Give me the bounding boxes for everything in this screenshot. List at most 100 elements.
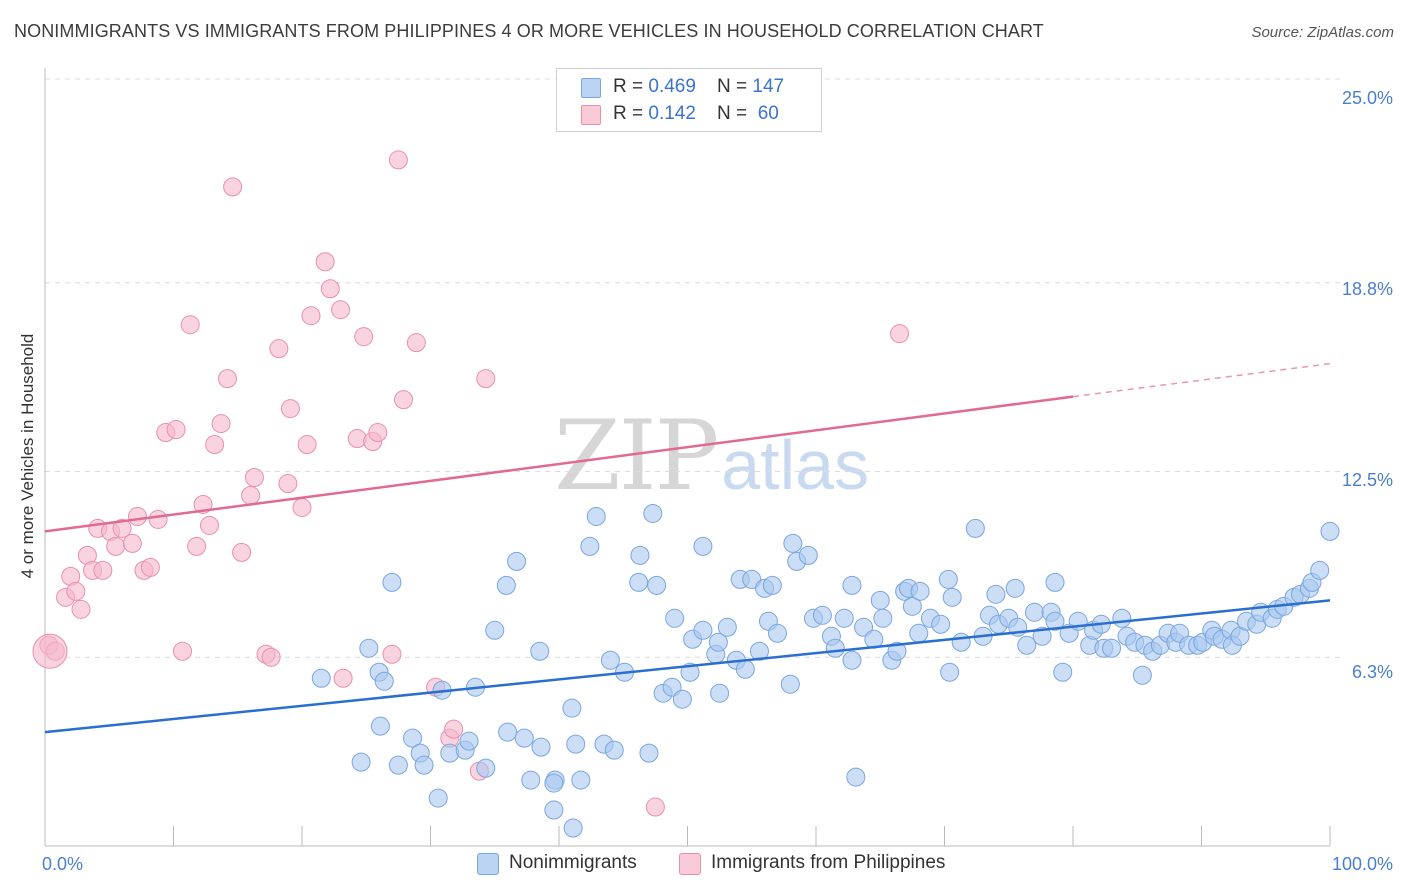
data-point-nonimmigrants (580, 536, 600, 556)
data-point-nonimmigrants (459, 731, 479, 751)
data-point-immigrants (331, 300, 351, 320)
series-nonimmigrants-points (311, 503, 1340, 838)
data-point-nonimmigrants (440, 743, 460, 763)
data-point-nonimmigrants (942, 587, 962, 607)
data-point-nonimmigrants (1320, 521, 1340, 541)
data-point-immigrants (645, 797, 665, 817)
data-point-nonimmigrants (951, 632, 971, 652)
data-point-nonimmigrants (563, 818, 583, 838)
data-point-immigrants (217, 369, 237, 389)
legend-r-label: R = (613, 103, 649, 124)
data-point-nonimmigrants (370, 716, 390, 736)
data-point-immigrants (148, 509, 168, 529)
bottom-legend-swatch-immigrants (679, 853, 701, 875)
data-point-immigrants (166, 420, 186, 440)
data-point-nonimmigrants (530, 641, 550, 661)
y-tick-label: 25.0% (1342, 88, 1393, 108)
legend-n-label: N = (717, 76, 753, 97)
data-point-nonimmigrants (887, 641, 907, 661)
data-point-nonimmigrants (428, 788, 448, 808)
data-point-nonimmigrants (485, 620, 505, 640)
data-point-nonimmigrants (735, 659, 755, 679)
data-point-nonimmigrants (672, 689, 692, 709)
data-point-nonimmigrants (798, 545, 818, 565)
data-point-immigrants (66, 581, 86, 601)
data-point-immigrants (297, 435, 317, 455)
data-point-immigrants (333, 668, 353, 688)
data-point-nonimmigrants (639, 743, 659, 763)
data-point-nonimmigrants (931, 614, 951, 634)
data-point-nonimmigrants (388, 755, 408, 775)
data-point-nonimmigrants (604, 740, 624, 760)
data-point-nonimmigrants (873, 608, 893, 628)
data-point-nonimmigrants (476, 758, 496, 778)
data-point-nonimmigrants (938, 569, 958, 589)
data-point-immigrants (187, 536, 207, 556)
data-point-immigrants (444, 719, 464, 739)
data-point-immigrants (112, 518, 132, 538)
data-point-nonimmigrants (403, 728, 423, 748)
data-point-nonimmigrants (762, 575, 782, 595)
data-point-nonimmigrants (544, 773, 564, 793)
data-point-nonimmigrants (767, 623, 787, 643)
watermark-zip: ZIP (554, 400, 719, 512)
data-point-nonimmigrants (562, 698, 582, 718)
data-point-nonimmigrants (351, 752, 371, 772)
grid-lines (45, 78, 1340, 658)
data-point-nonimmigrants (586, 506, 606, 526)
data-point-nonimmigrants (940, 662, 960, 682)
data-point-immigrants (93, 560, 113, 580)
data-point-immigrants (199, 515, 219, 535)
data-point-immigrants (244, 467, 264, 487)
data-point-nonimmigrants (965, 518, 985, 538)
data-point-immigrants (320, 279, 340, 299)
legend-n-label: N = (717, 103, 753, 124)
data-point-nonimmigrants (710, 683, 730, 703)
data-point-immigrants (301, 306, 321, 326)
bottom-legend-label: Immigrants from Philippines (711, 852, 946, 873)
data-point-immigrants (205, 435, 225, 455)
data-point-nonimmigrants (909, 623, 929, 643)
data-point-nonimmigrants (1053, 662, 1073, 682)
data-point-nonimmigrants (521, 770, 541, 790)
series-immigrants-points (32, 150, 910, 817)
data-point-nonimmigrants (812, 605, 832, 625)
trend-line-immigrants-extension (1072, 362, 1331, 398)
data-point-immigrants (269, 339, 289, 359)
data-point-immigrants (261, 647, 281, 667)
data-point-nonimmigrants (498, 722, 518, 742)
data-point-nonimmigrants (834, 608, 854, 628)
data-point-immigrants (278, 473, 298, 493)
data-point-nonimmigrants (514, 728, 534, 748)
data-point-immigrants (347, 429, 367, 449)
data-point-immigrants (368, 423, 388, 443)
data-point-nonimmigrants (693, 620, 713, 640)
data-point-nonimmigrants (1132, 665, 1152, 685)
source-label: Source: ZipAtlas.com (1251, 24, 1394, 41)
data-point-immigrants (476, 369, 496, 389)
data-point-immigrants (128, 506, 148, 526)
data-point-immigrants (354, 327, 374, 347)
data-point-nonimmigrants (1112, 608, 1132, 628)
trend-line-immigrants (44, 395, 1074, 533)
data-point-nonimmigrants (643, 503, 663, 523)
data-point-nonimmigrants (870, 590, 890, 610)
correlation-legend: R = 0.469 N = 147 R = 0.142 N = 60 (556, 68, 822, 132)
data-point-immigrants (223, 177, 243, 197)
data-point-immigrants (315, 252, 335, 272)
data-point-nonimmigrants (680, 662, 700, 682)
data-point-nonimmigrants (414, 755, 434, 775)
data-point-immigrants (106, 536, 126, 556)
data-point-nonimmigrants (1045, 572, 1065, 592)
data-point-immigrants (406, 333, 426, 353)
bottom-legend-label: Nonimmigrants (509, 852, 637, 873)
data-point-immigrants (280, 399, 300, 419)
data-point-immigrants (890, 324, 910, 344)
chart-title: NONIMMIGRANTS VS IMMIGRANTS FROM PHILIPP… (14, 21, 1044, 41)
data-point-immigrants (140, 557, 160, 577)
data-point-immigrants (71, 599, 91, 619)
data-point-nonimmigrants (571, 770, 591, 790)
data-point-nonimmigrants (780, 674, 800, 694)
legend-n-value: 147 (752, 76, 785, 97)
data-point-nonimmigrants (986, 584, 1006, 604)
